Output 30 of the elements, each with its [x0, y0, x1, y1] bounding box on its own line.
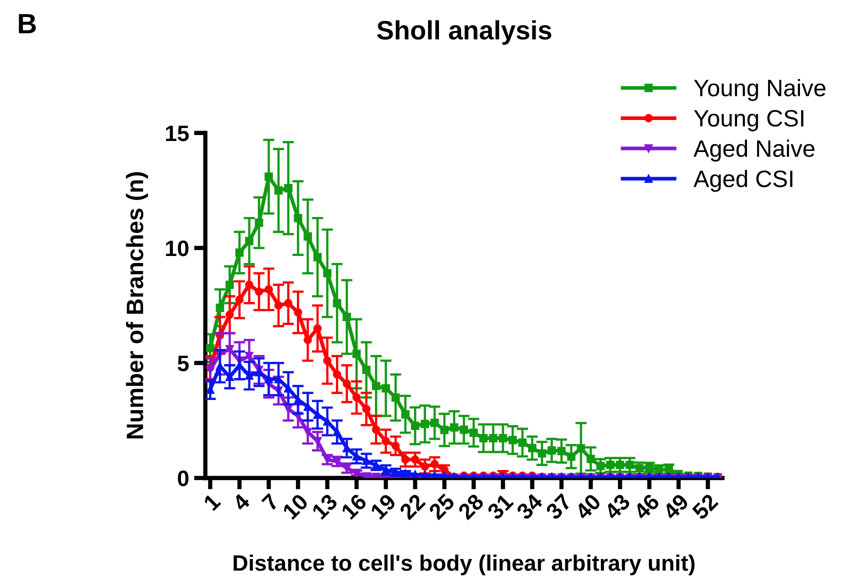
y-tick-label: 10 — [166, 240, 188, 256]
text: B — [18, 14, 36, 34]
x-tick-label: 22 — [398, 492, 426, 520]
x-tick-label: 43 — [603, 492, 632, 521]
x-tick-label: 37 — [544, 493, 572, 521]
legend-label: Young CSI — [694, 110, 804, 132]
x-tick-label: 7 — [261, 493, 280, 512]
y-tick-label: 0 — [178, 470, 188, 486]
x-tick-label: 19 — [370, 492, 397, 520]
legend-label: Young Naive — [694, 79, 826, 102]
x-tick-label: 10 — [282, 492, 309, 520]
chart-title: Sholl analysis — [377, 20, 552, 45]
x-tick-label: 1 — [203, 492, 222, 512]
legend-label: Aged Naive — [694, 140, 814, 162]
x-tick-label: 25 — [428, 492, 456, 520]
x-tick-label: 46 — [632, 492, 660, 521]
x-tick-label: 28 — [457, 492, 485, 520]
x-tick-label: 34 — [516, 492, 544, 521]
y-tick-label: 15 — [166, 126, 189, 142]
x-tick-label: 52 — [691, 492, 719, 520]
x-tick-label: 49 — [662, 492, 690, 521]
legend-label: Aged CSI — [694, 170, 792, 192]
x-tick-label: 40 — [574, 492, 602, 521]
x-tick-label: 13 — [311, 492, 338, 520]
x-tick-label: 16 — [340, 492, 368, 520]
x-tick-label: 31 — [486, 492, 514, 521]
y-tick-label: 5 — [178, 356, 189, 372]
y-axis-title: Number of Branches (n) — [126, 172, 148, 438]
x-axis-title: Distance to cell's body (linear arbitrary unit) — [234, 554, 695, 576]
x-tick-label: 4 — [232, 492, 251, 512]
